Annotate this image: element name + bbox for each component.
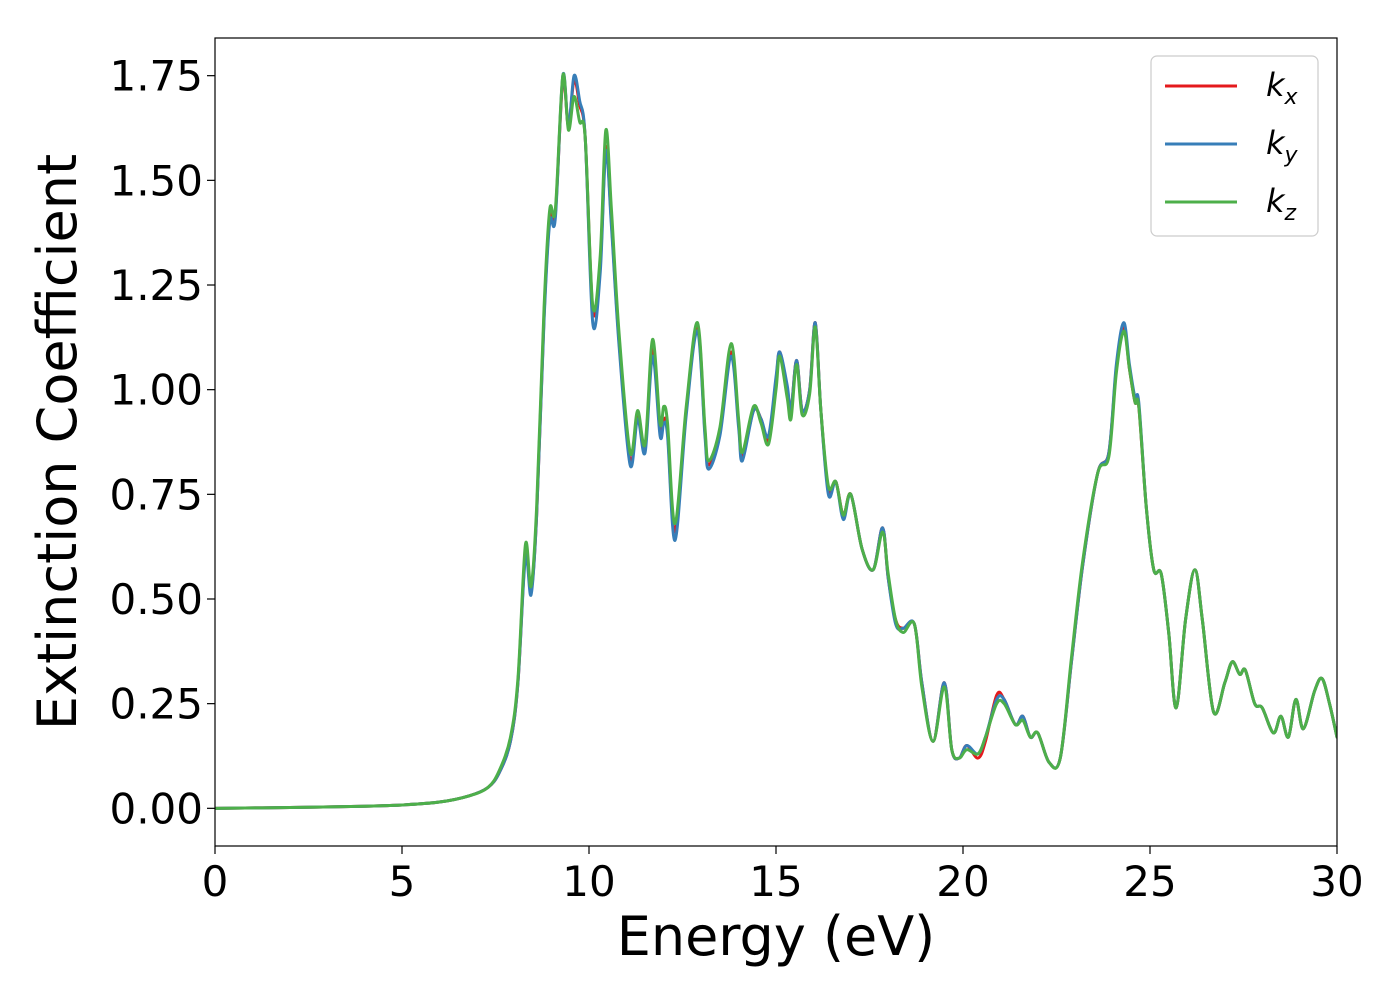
legend-label-k-z: kz	[1266, 182, 1297, 226]
x-tick-label: 15	[749, 857, 802, 906]
y-axis-ticks: 0.00 0.25 0.50 0.75 1.00 1.25 1.50 1.75	[109, 52, 215, 833]
y-tick-label: 1.25	[109, 261, 203, 310]
series-layer	[215, 71, 1337, 810]
legend-label-base: k	[1266, 182, 1286, 220]
x-tick-label: 10	[562, 857, 615, 906]
x-tick-label: 30	[1310, 857, 1363, 906]
legend-label-subscript: z	[1284, 201, 1297, 226]
legend-label-subscript: y	[1284, 143, 1299, 168]
x-axis-title: Energy (eV)	[617, 905, 936, 968]
x-tick-label: 20	[936, 857, 989, 906]
y-tick-label: 1.50	[109, 156, 203, 205]
y-axis-title: Extinction Coefficient	[26, 154, 89, 730]
y-tick-label: 1.75	[109, 52, 203, 101]
x-axis-ticks: 0 5 10 15 20 25 30	[202, 846, 1364, 906]
x-tick-label: 25	[1123, 857, 1176, 906]
y-tick-label: 1.00	[109, 366, 203, 415]
x-tick-label: 0	[202, 857, 229, 906]
legend-box	[1150, 55, 1319, 237]
y-tick-label: 0.25	[109, 680, 203, 729]
x-tick-label: 5	[389, 857, 416, 906]
y-tick-label: 0.00	[109, 784, 203, 833]
legend-label-k-y: ky	[1266, 124, 1299, 168]
legend-label-base: k	[1266, 124, 1286, 162]
legend-label-subscript: x	[1284, 85, 1299, 110]
y-tick-label: 0.50	[109, 575, 203, 624]
legend-label-base: k	[1266, 66, 1286, 104]
series-line-k-z	[215, 72, 1337, 810]
legend-label-k-x: kx	[1266, 66, 1299, 110]
y-tick-label: 0.75	[109, 470, 203, 519]
